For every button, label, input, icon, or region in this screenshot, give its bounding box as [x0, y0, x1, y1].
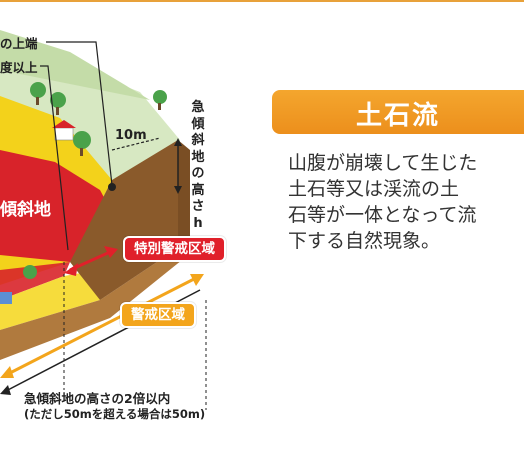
zone-distance-caption: 急傾斜地の高さの2倍以内 — [24, 388, 170, 407]
warning-zone-badge: 警戒区域 — [120, 302, 196, 328]
description-line: 土石等又は渓流の土 — [288, 176, 524, 202]
callout-slope-top: の上端 — [0, 33, 38, 52]
tree — [153, 90, 167, 104]
description-line: 下する自然現象。 — [288, 228, 524, 254]
tree — [23, 265, 37, 279]
distance-10m-label: 10m — [115, 128, 147, 143]
house — [0, 292, 12, 304]
panel-description: 山腹が崩壊して生じた 土石等又は渓流の土 石等が一体となって流 下する自然現象。 — [288, 150, 524, 254]
tree — [30, 82, 46, 98]
zone-distance-note: (ただし50mを超える場合は50m) — [24, 406, 205, 422]
callout-slope-angle: 度以上 — [0, 57, 38, 76]
steep-slope-label: 傾斜地 — [0, 195, 51, 220]
panel-title: 土石流 — [356, 95, 440, 132]
house — [55, 128, 73, 140]
description-line: 山腹が崩壊して生じた — [288, 150, 524, 176]
tree — [73, 131, 91, 149]
description-line: 石等が一体となって流 — [288, 202, 524, 228]
special-warning-zone-badge: 特別警戒区域 — [123, 236, 226, 262]
